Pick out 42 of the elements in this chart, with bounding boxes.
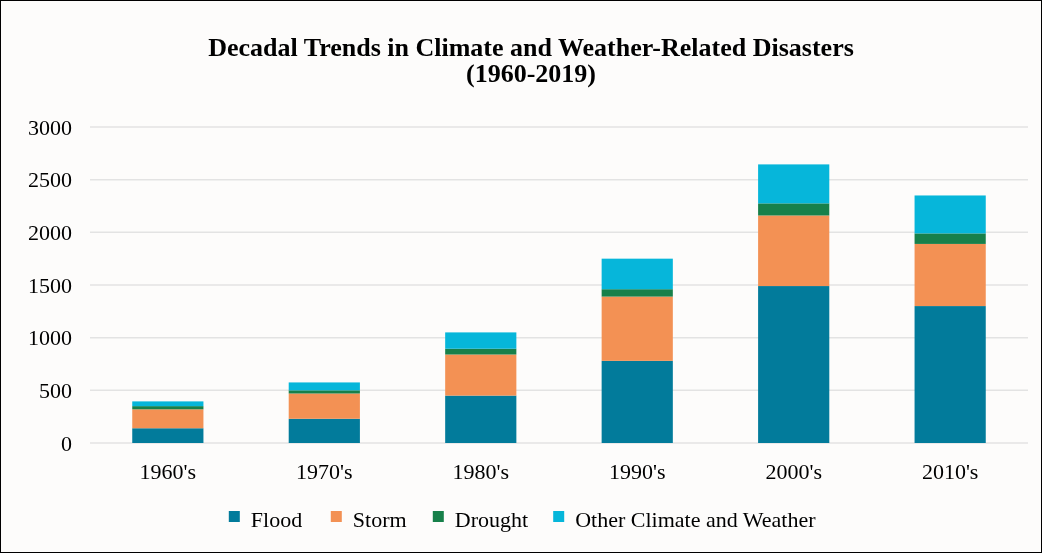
bar: [132, 401, 204, 407]
x-tick-label: 2000's: [765, 459, 822, 484]
y-tick-label: 2500: [28, 167, 72, 193]
bar: [132, 406, 204, 410]
bar: [914, 306, 986, 443]
bar: [601, 296, 673, 361]
bar: [758, 203, 830, 216]
bar: [601, 258, 673, 290]
bar: [601, 289, 673, 297]
legend-label: Other Climate and Weather: [575, 506, 817, 532]
bar: [758, 286, 830, 443]
bar: [914, 233, 986, 244]
y-tick-label: 2000: [28, 220, 72, 246]
bar: [914, 195, 986, 234]
x-tick-label: 2010's: [921, 459, 979, 484]
chart-title: Decadal Trends in Climate and Weather-Related Disasters (1960-2019): [208, 33, 854, 88]
x-tick-label: 1960's: [139, 459, 197, 484]
bar: [601, 360, 673, 443]
y-tick-label: 1500: [28, 272, 72, 298]
bar: [288, 382, 360, 391]
legend-label: Storm: [352, 506, 407, 532]
bar: [445, 348, 517, 355]
bar: [445, 354, 517, 396]
bar: [445, 395, 517, 443]
x-tick-label: 1990's: [608, 459, 666, 484]
bar: [445, 332, 517, 349]
bar: [288, 418, 360, 443]
y-tick-label: 1000: [28, 325, 72, 351]
legend-label: Flood: [250, 506, 303, 532]
legend-label: Drought: [454, 506, 529, 532]
bar: [914, 243, 986, 307]
bar: [132, 428, 204, 443]
y-tick-label: 3000: [28, 114, 72, 140]
y-tick-label: 0: [61, 430, 72, 456]
bar: [758, 215, 830, 287]
x-tick-label: 1970's: [296, 459, 353, 484]
x-tick-label: 1980's: [452, 459, 510, 484]
bar: [132, 409, 204, 429]
y-tick-label: 500: [39, 378, 72, 404]
bar: [288, 390, 360, 394]
bar: [288, 393, 360, 419]
bar: [758, 164, 830, 204]
